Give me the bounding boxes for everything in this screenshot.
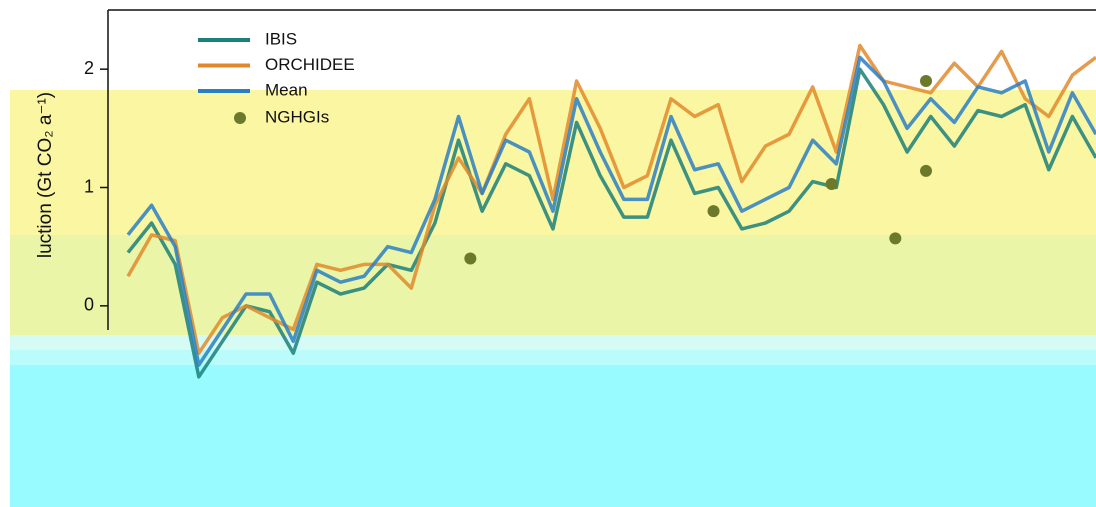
band	[10, 235, 1096, 335]
series-line	[126, 55, 1096, 367]
y-tick-label: 0	[84, 295, 94, 315]
band	[10, 90, 1096, 235]
series-line	[126, 67, 1096, 379]
legend-label: IBIS	[265, 29, 297, 48]
ngghi-point	[707, 205, 720, 218]
series-line	[126, 43, 1096, 355]
ngghi-point	[920, 75, 933, 87]
overlay-bands	[10, 90, 1096, 507]
y-axis-label: luction (Gt CO₂ a⁻¹)	[35, 92, 56, 258]
y-tick-label: 1	[84, 176, 94, 196]
band	[10, 350, 1096, 365]
band	[10, 335, 1096, 350]
band	[10, 365, 1096, 507]
legend-label: Mean	[265, 80, 308, 99]
legend-marker	[234, 112, 246, 124]
y-tick-label: 2	[84, 58, 94, 78]
ngghi-point	[889, 232, 902, 245]
ngghi-point	[920, 164, 933, 177]
legend-label: ORCHIDEE	[265, 55, 355, 74]
ngghi-point	[464, 252, 477, 265]
ngghi-point	[825, 177, 838, 190]
legend-label: NGHGIs	[265, 107, 329, 126]
